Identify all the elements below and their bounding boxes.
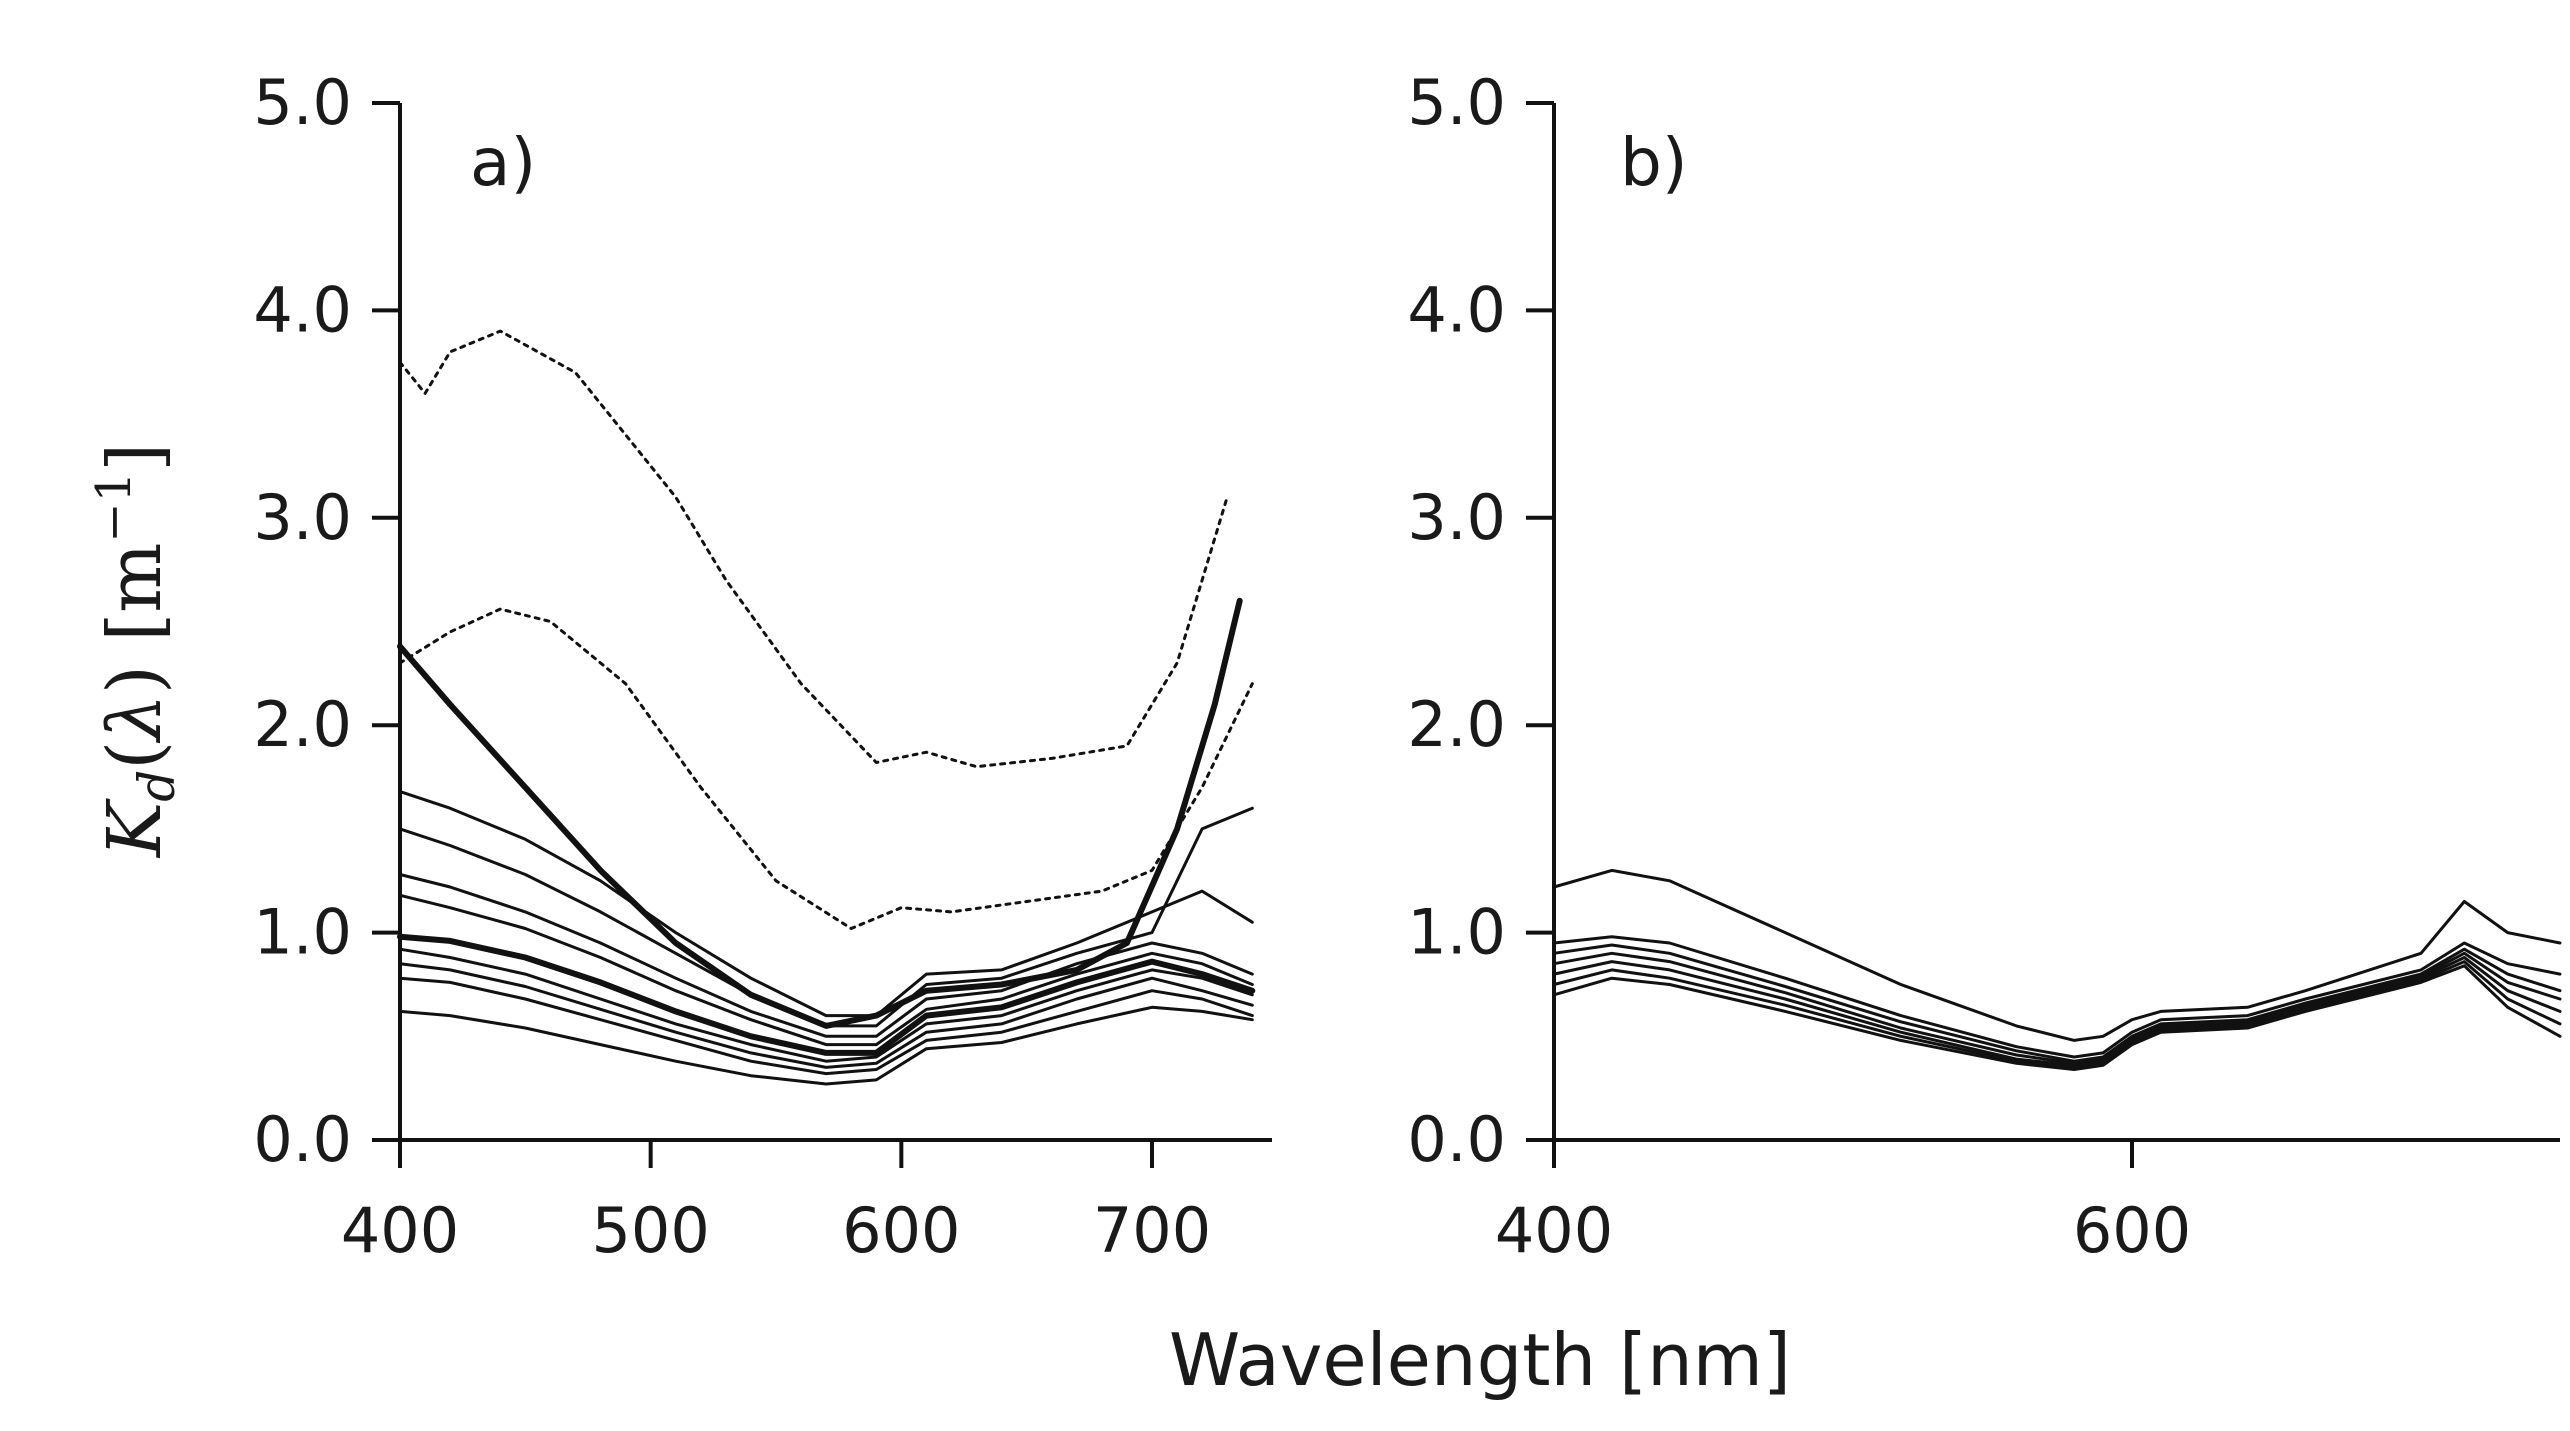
panel-a-ytick-label: 1.0 (253, 896, 352, 969)
panel-a-series-line-6 (397, 933, 1256, 1056)
svg-text:Kd(λ) [m−1]: Kd(λ) [m−1] (86, 443, 186, 859)
panel-b-ytick-label: 0.0 (1407, 1103, 1506, 1176)
panel-b-ytick-label: 5.0 (1407, 66, 1506, 139)
x-axis-title: Wavelength [nm] (1169, 1318, 1791, 1402)
panel-a-series-line-4 (398, 873, 1254, 1038)
panel-a-series-line-8 (398, 962, 1254, 1069)
panel-a-ytick-label: 0.0 (253, 1103, 352, 1176)
panel-a-xtick-label: 400 (341, 1194, 459, 1267)
panel-a-series-line-10 (398, 1005, 1254, 1086)
panel-b-series-s5 (1552, 956, 2562, 1067)
panel-a-series-line-3 (398, 806, 1254, 1028)
panel-a-series-dotted-high (398, 329, 1229, 769)
panel-a-ytick-label: 5.0 (253, 66, 352, 139)
panel-a-series-line-7 (398, 947, 1254, 1063)
panel-a-series-dotted-mid (398, 607, 1254, 930)
panel-b-label: b) (1620, 124, 1688, 201)
panel-a-series-line-2 (398, 790, 1254, 1018)
panel-b-ytick-label: 3.0 (1407, 481, 1506, 554)
panel-b-series-s2 (1552, 935, 2562, 1059)
panel-a-ytick-label: 2.0 (253, 688, 352, 761)
panel-a-ytick-label: 3.0 (253, 481, 352, 554)
panel-b: 0.0 1.0 2.0 3.0 4.0 5.0 400 600 b) (1407, 66, 2562, 1267)
panel-b-series-top (1552, 868, 2562, 1042)
panel-a-label: a) (470, 124, 536, 201)
panel-b-xtick-label: 400 (1495, 1194, 1613, 1267)
panel-a-xtick-label: 500 (591, 1194, 709, 1267)
panel-a-xtick-label: 700 (1093, 1194, 1211, 1267)
panel-b-ytick-label: 4.0 (1407, 273, 1506, 346)
panel-b-ytick-label: 1.0 (1407, 896, 1506, 969)
panel-a-series-line-5 (398, 893, 1254, 1047)
panel-a-series-line-9 (398, 976, 1254, 1076)
panel-b-series-s7 (1552, 964, 2562, 1071)
panel-b-series-s3 (1552, 943, 2562, 1063)
panel-b-series-s6 (1552, 960, 2562, 1069)
panel-a-xtick-label: 600 (842, 1194, 960, 1267)
panel-b-series-s4 (1552, 951, 2562, 1065)
panel-a-ytick-label: 4.0 (253, 273, 352, 346)
panel-b-ytick-label: 2.0 (1407, 688, 1506, 761)
panel-a-series-thick-1 (397, 597, 1243, 1029)
y-axis-title: Kd(λ) [m−1] (86, 443, 186, 859)
panel-a: 0.0 1.0 2.0 3.0 4.0 5.0 400 500 600 700 a) (253, 66, 1272, 1267)
panel-b-xtick-label: 600 (2073, 1194, 2191, 1267)
